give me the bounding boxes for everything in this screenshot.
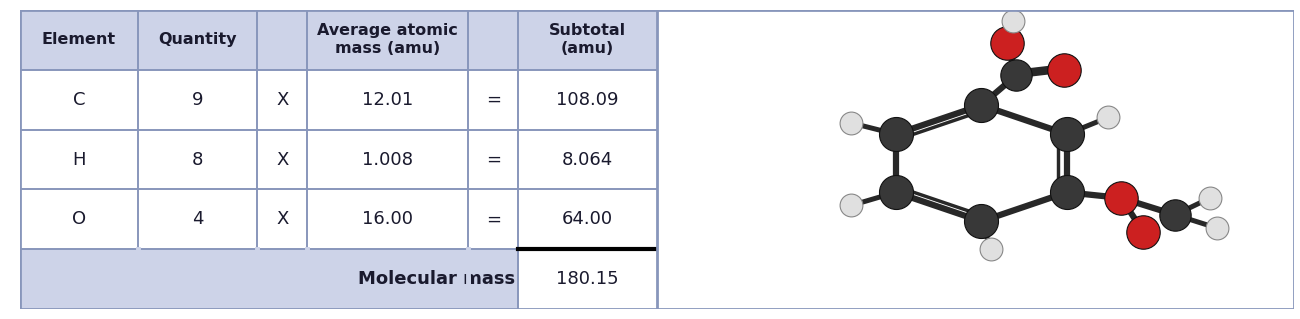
Text: Quantity: Quantity [159, 32, 237, 47]
Text: Element: Element [42, 32, 116, 47]
Text: =: = [486, 211, 500, 228]
Bar [139, 70, 257, 130]
Bar [468, 10, 519, 70]
Bar [20, 249, 519, 309]
Text: C: C [73, 91, 86, 108]
Text: 16.00: 16.00 [363, 211, 413, 228]
Bar [257, 10, 307, 70]
Bar [519, 130, 656, 189]
Text: =: = [486, 91, 500, 108]
Bar [468, 70, 519, 130]
Point [1132, 229, 1153, 234]
Text: 9: 9 [192, 91, 204, 108]
Text: X: X [276, 91, 289, 108]
Text: H: H [73, 151, 86, 168]
Text: 8: 8 [192, 151, 204, 168]
Point [1206, 225, 1227, 230]
Point [1110, 195, 1131, 200]
Point [971, 103, 992, 108]
Bar [257, 70, 307, 130]
Point [1057, 190, 1078, 195]
Bar [20, 70, 139, 130]
Point [996, 41, 1017, 46]
Text: 64.00: 64.00 [562, 211, 614, 228]
Text: Molecular mass: Molecular mass [358, 271, 515, 288]
Bar [519, 10, 656, 70]
Point [980, 247, 1001, 252]
Bar [139, 130, 257, 189]
Point [1200, 195, 1221, 200]
Text: 180.15: 180.15 [556, 271, 619, 288]
Text: 8.064: 8.064 [562, 151, 614, 168]
Text: X: X [276, 151, 289, 168]
Text: X: X [276, 211, 289, 228]
Point [1006, 73, 1027, 78]
Point [971, 219, 992, 224]
Bar [139, 189, 257, 249]
Bar [20, 10, 139, 70]
Point [1098, 115, 1119, 120]
Bar [468, 130, 519, 189]
Text: 4: 4 [192, 211, 204, 228]
Bar [519, 70, 656, 130]
Text: O: O [72, 211, 86, 228]
Bar [307, 189, 468, 249]
Point [1054, 67, 1075, 72]
Bar [656, 10, 1294, 309]
Point [841, 120, 862, 125]
Bar [307, 70, 468, 130]
Bar [307, 130, 468, 189]
Text: Average atomic
mass (amu): Average atomic mass (amu) [317, 23, 459, 56]
Text: Subtotal
(amu): Subtotal (amu) [549, 23, 627, 56]
Bar [257, 130, 307, 189]
Bar [20, 189, 139, 249]
Bar [468, 189, 519, 249]
Bar [519, 249, 656, 309]
Text: 1.008: 1.008 [363, 151, 413, 168]
Point [1057, 132, 1078, 137]
Text: =: = [486, 151, 500, 168]
Bar [20, 130, 139, 189]
Bar [307, 10, 468, 70]
Point [885, 190, 906, 195]
Point [841, 203, 862, 208]
Bar [519, 189, 656, 249]
Point [885, 132, 906, 137]
Bar [139, 10, 257, 70]
Bar [257, 189, 307, 249]
Text: 12.01: 12.01 [363, 91, 413, 108]
Text: 108.09: 108.09 [556, 91, 619, 108]
Point [1165, 212, 1186, 217]
Point [1002, 18, 1023, 23]
